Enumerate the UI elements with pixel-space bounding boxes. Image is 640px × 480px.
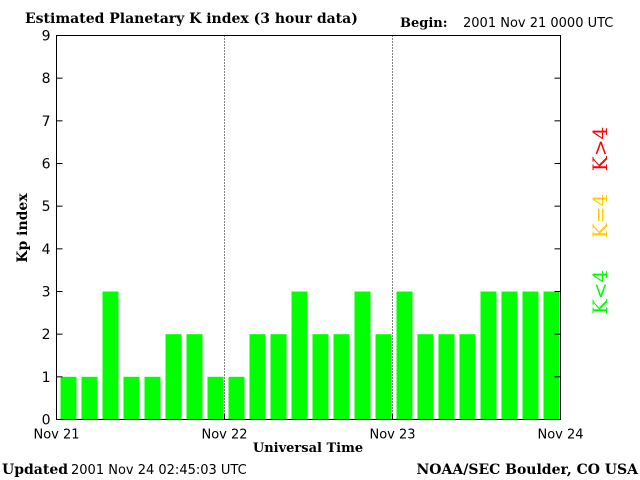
kp-bar: [144, 376, 161, 420]
kp-bar: [480, 291, 497, 420]
legend-low: K<4: [588, 270, 612, 314]
plot-frame: [56, 35, 561, 420]
begin-value: 2001 Nov 21 0000 UTC: [463, 16, 613, 31]
y-tick-label: 4: [42, 242, 51, 258]
updated-value: 2001 Nov 24 02:45:03 UTC: [71, 463, 247, 478]
kp-bar: [417, 334, 434, 420]
kp-bar: [270, 334, 287, 420]
x-axis-label: Universal Time: [253, 441, 363, 456]
kp-bar: [375, 334, 392, 420]
kp-bar: [249, 334, 266, 420]
kp-bar: [543, 291, 560, 420]
kp-bar: [102, 291, 119, 420]
legend-high: K>4: [588, 127, 612, 171]
x-axis-ticks: Nov 21 Nov 22 Nov 23 Nov 24: [33, 413, 584, 443]
kp-bar: [81, 376, 98, 420]
kp-bar: [207, 376, 224, 420]
y-tick-label: 9: [42, 29, 51, 45]
kp-bar: [522, 291, 539, 420]
y-tick-label: 2: [42, 327, 51, 343]
kp-bar: [354, 291, 371, 420]
kp-bar: [291, 291, 308, 420]
kp-bar: [123, 376, 140, 420]
kp-bar: [459, 334, 476, 420]
kp-bar: [312, 334, 329, 420]
chart-title: Estimated Planetary K index (3 hour data…: [25, 11, 358, 27]
kp-bar: [501, 291, 518, 420]
source-credit: NOAA/SEC Boulder, CO USA: [417, 462, 640, 478]
kp-bar: [165, 334, 182, 420]
kp-bar: [228, 376, 245, 420]
y-axis-label: Kp index: [15, 193, 31, 263]
day-divider-group: [224, 35, 393, 420]
kp-bar: [438, 334, 455, 420]
y-tick-label: 8: [42, 71, 51, 87]
y-tick-label: 3: [42, 285, 51, 301]
x-tick-label: Nov 24: [537, 428, 583, 443]
begin-label: Begin:: [400, 16, 448, 31]
legend-equal: K=4: [588, 194, 612, 238]
x-tick-label: Nov 22: [201, 428, 247, 443]
y-tick-label: 0: [42, 413, 51, 429]
x-tick-label: Nov 21: [33, 428, 79, 443]
kp-bar: [186, 334, 203, 420]
bar-group: [60, 291, 560, 420]
kp-bar: [333, 334, 350, 420]
y-tick-label: 1: [42, 370, 51, 386]
y-axis-ticks: 0 1 2 3 4 5 6 7 8 9: [42, 29, 561, 429]
y-tick-label: 7: [42, 114, 51, 130]
y-tick-label: 6: [42, 157, 51, 173]
kp-bar: [396, 291, 413, 420]
updated-label: Updated: [2, 462, 68, 478]
kp-bar: [60, 376, 77, 420]
x-tick-label: Nov 23: [369, 428, 415, 443]
y-tick-label: 5: [42, 199, 51, 215]
